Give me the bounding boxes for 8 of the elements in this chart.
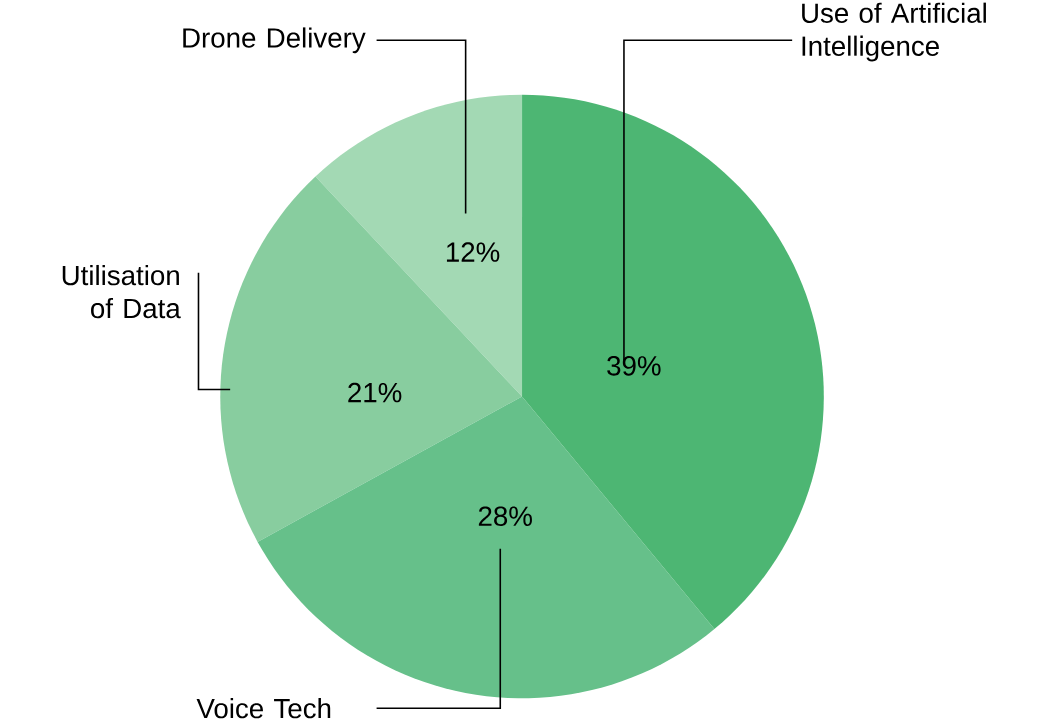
slice-label: Drone Delivery (183, 27, 366, 54)
data-label: 39% (607, 356, 661, 376)
slice-label: Utilisation of Data (62, 264, 181, 319)
slice-label: Voice Tech (196, 698, 331, 719)
data-label: 12% (446, 242, 500, 262)
data-label: 28% (478, 506, 532, 527)
slice-label: Use of Artificial Intelligence (802, 2, 986, 62)
data-label: 21% (348, 382, 402, 403)
